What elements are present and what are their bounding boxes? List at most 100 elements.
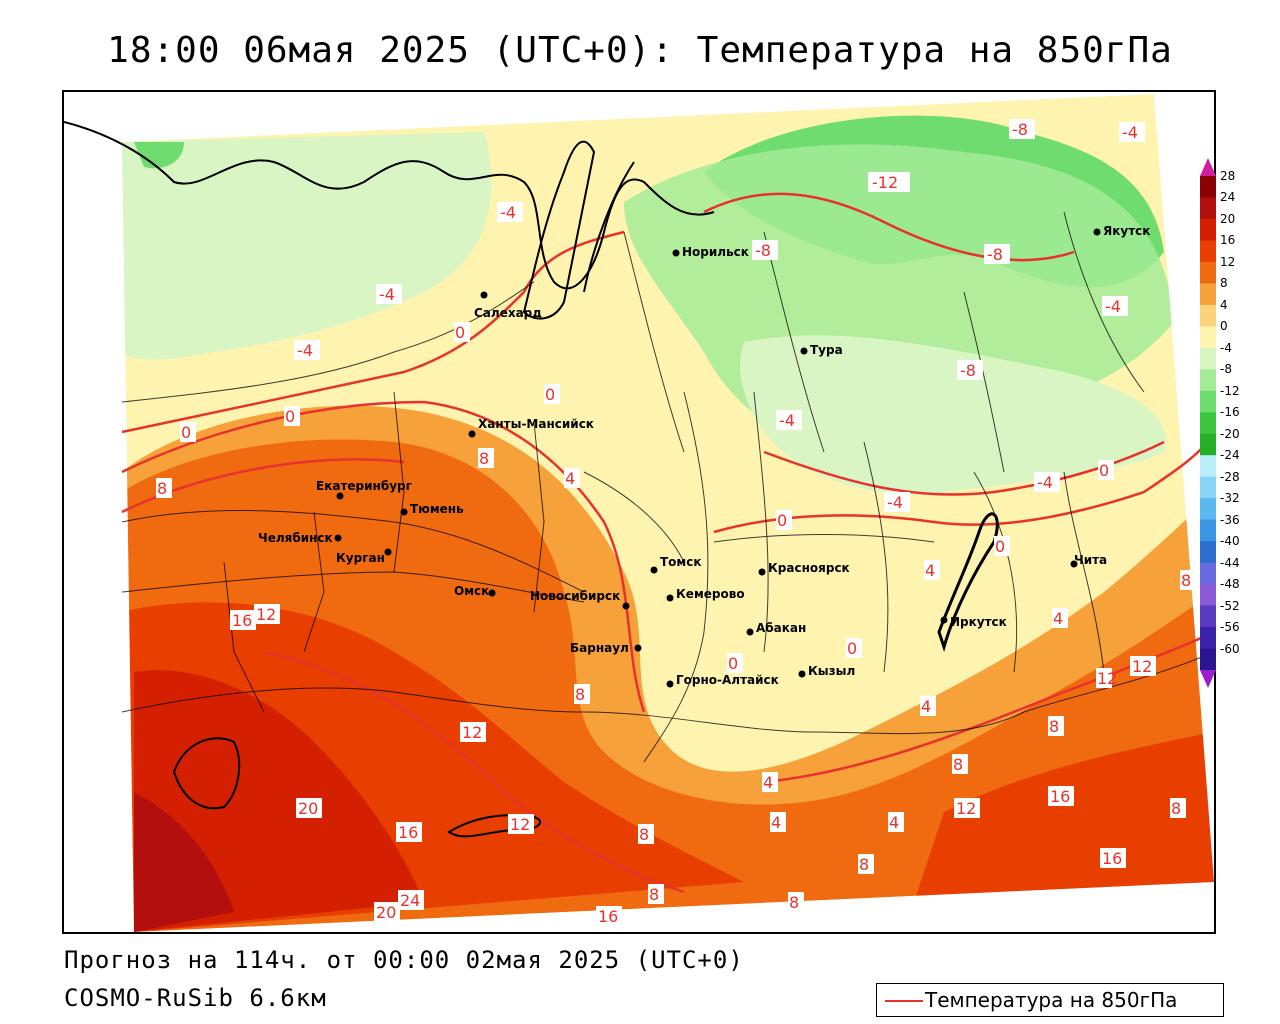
colorbar-tick-label: -48 xyxy=(1220,577,1240,592)
svg-text:8: 8 xyxy=(639,825,649,844)
iso-label: -4 xyxy=(1034,472,1060,492)
colorbar-cell xyxy=(1200,261,1216,284)
baikal-lake xyxy=(937,512,999,653)
iso-label: 12 xyxy=(254,604,280,624)
svg-text:0: 0 xyxy=(455,323,465,342)
iso-label: -4 xyxy=(497,202,523,222)
city-label: Екатеринбург xyxy=(316,479,412,493)
svg-text:0: 0 xyxy=(1099,461,1109,480)
colorbar-cell xyxy=(1200,498,1216,521)
iso-label: -4 xyxy=(1119,122,1145,142)
city-tomsk: Томск xyxy=(650,555,702,574)
iso-label: -12 xyxy=(868,172,910,192)
svg-text:8: 8 xyxy=(1181,571,1191,590)
iso-label: 0 xyxy=(1098,460,1114,480)
map-svg: Якутск Норильск Салехард Тура Ханты-Манс… xyxy=(64,92,1214,932)
iso-label: 8 xyxy=(156,478,172,498)
isotherm-0-east xyxy=(713,431,1214,534)
outside-domain-bottom xyxy=(134,882,1214,932)
colorbar-cell xyxy=(1200,283,1216,306)
outside-domain-right xyxy=(1154,92,1214,882)
svg-text:12: 12 xyxy=(510,815,530,834)
iso-label: 0 xyxy=(284,406,300,426)
svg-text:-8: -8 xyxy=(987,245,1003,264)
city-label: Салехард xyxy=(474,306,542,320)
yamal-peninsula xyxy=(522,140,596,320)
city-salekhard: Салехард xyxy=(474,291,542,320)
colorbar-cells xyxy=(1200,176,1216,671)
colorbar-tick-label: 0 xyxy=(1220,319,1228,334)
svg-text:-12: -12 xyxy=(872,173,898,192)
svg-text:20: 20 xyxy=(298,799,318,818)
iso-label: 16 xyxy=(1100,848,1126,868)
svg-text:8: 8 xyxy=(479,449,489,468)
colorbar-tick-label: -4 xyxy=(1220,340,1232,355)
city-label: Ханты-Мансийск xyxy=(478,417,594,431)
city-omsk: Омск xyxy=(454,584,496,598)
city-yakutsk: Якутск xyxy=(1093,224,1150,238)
svg-text:20: 20 xyxy=(376,903,396,922)
svg-text:8: 8 xyxy=(1171,799,1181,818)
city-markers: Якутск Норильск Салехард Тура Ханты-Манс… xyxy=(258,224,1150,688)
iso-label: 0 xyxy=(727,653,743,673)
city-label: Новосибирск xyxy=(530,589,620,603)
svg-text:12: 12 xyxy=(462,723,482,742)
svg-text:-4: -4 xyxy=(1122,123,1138,142)
city-label: Курган xyxy=(336,551,385,565)
iso-label: 8 xyxy=(788,892,804,912)
isotherm-neg4-east xyxy=(763,440,1165,496)
iso-label: 0 xyxy=(776,510,792,530)
city-label: Якутск xyxy=(1103,224,1150,238)
colorbar-tick-label: -52 xyxy=(1220,598,1240,613)
svg-text:8: 8 xyxy=(1049,717,1059,736)
svg-text:0: 0 xyxy=(285,407,295,426)
colorbar-cell xyxy=(1200,476,1216,499)
svg-text:4: 4 xyxy=(921,697,931,716)
colorbar-cell xyxy=(1200,347,1216,370)
svg-text:-8: -8 xyxy=(960,361,976,380)
iso-label: 0 xyxy=(846,638,862,658)
svg-text:4: 4 xyxy=(763,773,773,792)
city-tura: Тура xyxy=(800,343,843,357)
colorbar-cell xyxy=(1200,369,1216,392)
city-label: Томск xyxy=(660,555,702,569)
legend-line-swatch xyxy=(885,1000,923,1002)
svg-text:4: 4 xyxy=(565,469,575,488)
svg-text:4: 4 xyxy=(1053,609,1063,628)
iso-label: 20 xyxy=(296,798,322,818)
iso-label: 12 xyxy=(1096,668,1117,688)
iso-label: 0 xyxy=(544,384,560,404)
svg-text:-8: -8 xyxy=(755,241,771,260)
colorbar-tick-label: -32 xyxy=(1220,491,1240,506)
iso-label: -8 xyxy=(957,360,983,380)
city-khanty-mansiysk: Ханты-Мансийск xyxy=(468,417,594,438)
legend: Температура на 850гПа xyxy=(876,983,1224,1017)
svg-text:-4: -4 xyxy=(1037,473,1053,492)
svg-text:4: 4 xyxy=(925,561,935,580)
city-label: Норильск xyxy=(682,245,749,259)
iso-label: 0 xyxy=(994,536,1010,556)
iso-label: 12 xyxy=(1130,656,1156,676)
city-krasnoyarsk: Красноярск xyxy=(758,561,850,576)
isotherm-neg8-ne xyxy=(703,192,1075,262)
iso-label: 4 xyxy=(920,696,936,716)
colorbar-cell xyxy=(1200,455,1216,478)
colorbar-tick-label: -36 xyxy=(1220,512,1240,527)
iso-label: -8 xyxy=(1009,119,1035,139)
svg-text:16: 16 xyxy=(398,823,418,842)
iso-label: 16 xyxy=(396,822,422,842)
iso-label: 4 xyxy=(770,812,786,832)
city-kemerovo: Кемерово xyxy=(666,587,745,602)
colorbar-cell xyxy=(1200,648,1216,671)
colorbar-cell xyxy=(1200,197,1216,220)
city-label: Чита xyxy=(1074,553,1107,567)
colorbar-cell xyxy=(1200,562,1216,585)
colorbar-cell xyxy=(1200,519,1216,542)
colorbar-tick-label: -44 xyxy=(1220,555,1240,570)
svg-text:8: 8 xyxy=(649,885,659,904)
svg-text:0: 0 xyxy=(181,423,191,442)
city-label: Тура xyxy=(810,343,843,357)
city-label: Омск xyxy=(454,584,489,598)
iso-label: 4 xyxy=(564,468,580,488)
city-barnaul: Барнаул xyxy=(570,641,642,655)
